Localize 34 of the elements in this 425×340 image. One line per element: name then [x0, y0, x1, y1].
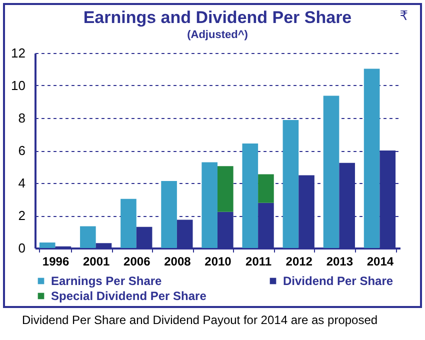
legend-label: Earnings Per Share — [51, 274, 162, 288]
y-tick-label: 8 — [18, 110, 26, 126]
x-tick-label: 2014 — [366, 254, 394, 268]
y-tick-label: 12 — [11, 46, 26, 60]
bar — [39, 242, 56, 248]
text: Dividend Per Share and Dividend Payout for 2014 are as proposed — [22, 313, 379, 327]
bar — [323, 96, 340, 248]
bar — [161, 181, 177, 248]
x-tick-label: 2011 — [246, 254, 272, 268]
x-tick-label: 1996 — [42, 254, 70, 268]
chart-title: Earnings and Dividend Per Share — [83, 8, 352, 27]
bar — [80, 226, 96, 248]
x-tick-label: 2006 — [124, 254, 151, 268]
y-tick-label: 4 — [18, 176, 26, 190]
bar — [258, 174, 274, 203]
x-tick-label: 2001 — [82, 254, 110, 268]
bar — [364, 68, 380, 248]
chart-subtitle: (Adjusted^) — [187, 29, 248, 41]
x-tick-label: 2008 — [164, 254, 192, 268]
x-tick-label: 2013 — [326, 254, 354, 268]
y-tick-label: 6 — [18, 143, 26, 158]
bar — [242, 144, 258, 248]
legend-label: Dividend Per Share — [283, 274, 394, 288]
bar — [282, 120, 299, 248]
x-tick-label: 2010 — [204, 254, 232, 268]
y-tick-label: 2 — [18, 208, 26, 223]
bar — [120, 198, 136, 248]
legend-label: Special Dividend Per Share — [51, 289, 207, 303]
bar — [202, 162, 218, 248]
y-tick-label: 10 — [11, 78, 26, 93]
y-tick-label: 0 — [18, 240, 26, 256]
x-tick-label: 2012 — [286, 254, 313, 268]
text: ₹ — [400, 9, 408, 24]
bar — [218, 166, 234, 212]
